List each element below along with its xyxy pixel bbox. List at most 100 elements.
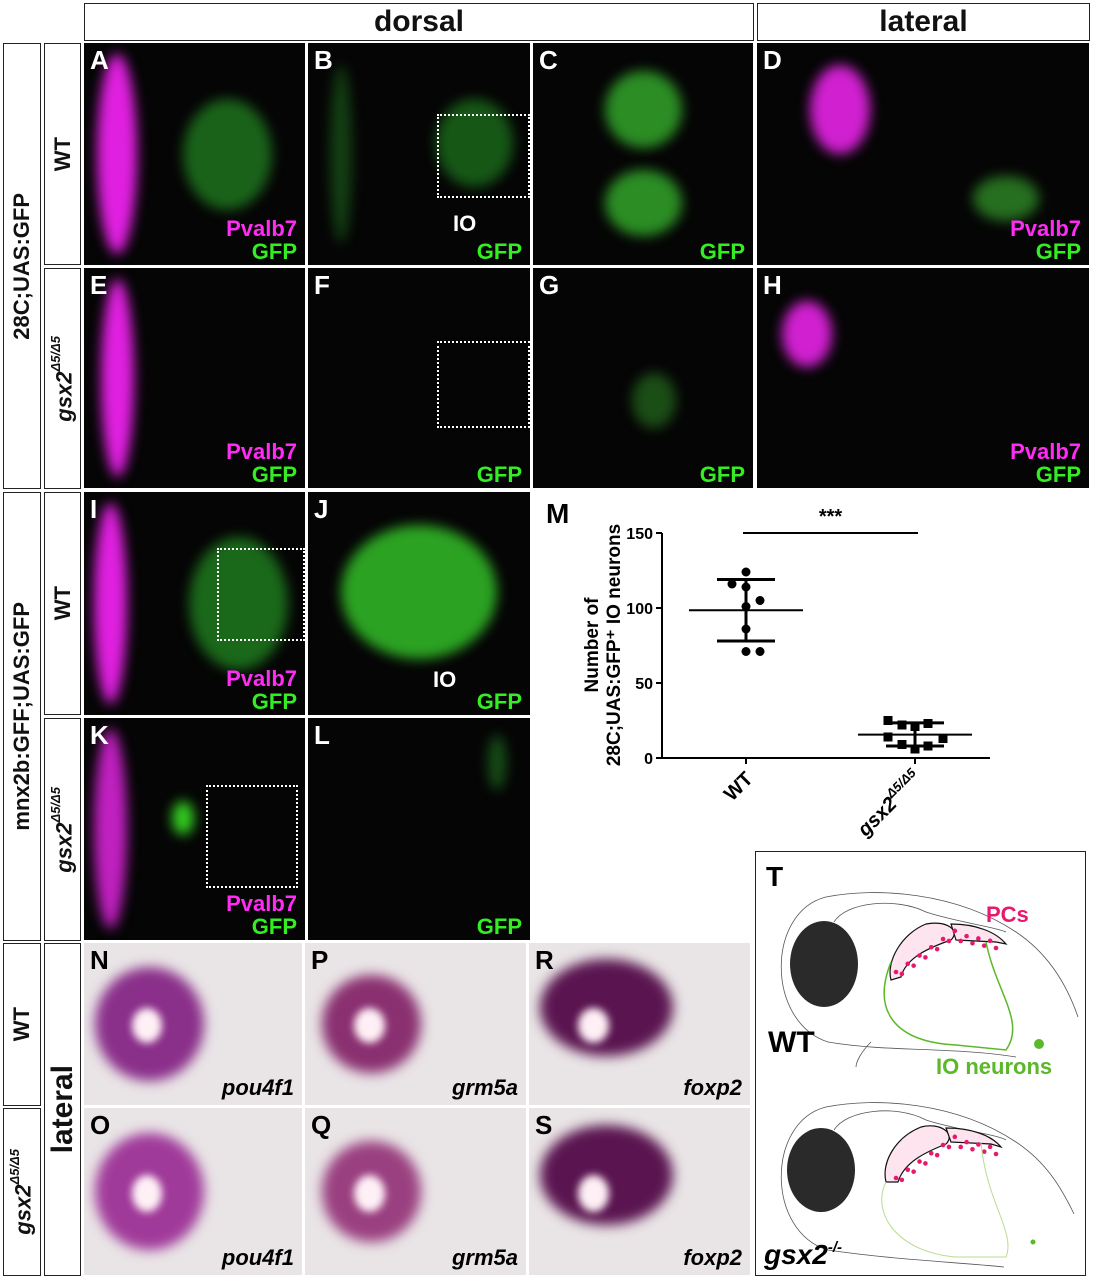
- pc-dot: [928, 1150, 934, 1156]
- gfp-label: GFP: [476, 914, 522, 939]
- data-point: [741, 567, 751, 577]
- gene-label: pou4f1: [221, 1245, 294, 1270]
- panel-g: G GFP: [533, 268, 753, 488]
- gfp-label: GFP: [251, 689, 297, 714]
- row-label-wt-2: WT: [44, 492, 81, 715]
- channel-labels: GFP: [477, 240, 522, 263]
- pc-dot: [946, 938, 952, 944]
- label-pcs: PCs: [986, 902, 1029, 927]
- gene-label: foxp2: [683, 1245, 742, 1270]
- panel-f: F GFP: [308, 268, 530, 488]
- panel-letter: D: [763, 45, 782, 75]
- mutant-text: gsx2Δ5/Δ5: [47, 335, 77, 422]
- gfp-label: GFP: [476, 239, 522, 264]
- mutant-text: gsx2Δ5/Δ5: [7, 1149, 36, 1235]
- panel-letter: C: [539, 45, 558, 75]
- pc-dot: [905, 1167, 911, 1173]
- pvalb7-label: Pvalb7: [226, 216, 297, 241]
- eye: [131, 1174, 163, 1212]
- pc-dot: [923, 1161, 928, 1166]
- data-point: [883, 716, 893, 725]
- panel-h: H Pvalb7 GFP: [757, 268, 1089, 488]
- fluorescent-signal: [632, 372, 676, 428]
- y-axis-label: Number of28C;UAS:GFP⁺ IO neurons: [582, 524, 625, 766]
- channel-labels: Pvalb7 GFP: [226, 667, 297, 713]
- channel-labels: GFP: [477, 690, 522, 713]
- data-point: [741, 602, 751, 611]
- eye: [131, 1007, 163, 1044]
- fluorescent-signal: [330, 65, 353, 243]
- cerebellum-mut: [884, 1125, 950, 1183]
- lateral-text: lateral: [45, 1065, 79, 1154]
- significance-stars: ***: [819, 506, 843, 528]
- pc-dot: [981, 1149, 987, 1154]
- embryo-stain: [540, 1124, 673, 1225]
- pc-dot: [958, 1144, 964, 1150]
- panel-letter: R: [535, 945, 554, 975]
- pc-dot: [993, 945, 999, 951]
- header-lateral-text: lateral: [879, 5, 968, 38]
- channel-labels: Pvalb7 GFP: [1010, 440, 1081, 486]
- data-point: [910, 722, 920, 731]
- pvalb7-label: Pvalb7: [226, 891, 297, 916]
- pc-dot: [964, 1139, 969, 1145]
- io-label: IO: [433, 667, 457, 692]
- pc-dot: [923, 955, 928, 960]
- head-outline-mut: [780, 1102, 1075, 1251]
- pc-dot: [893, 1175, 899, 1181]
- data-point: [755, 647, 765, 656]
- pc-dot: [911, 1169, 916, 1174]
- pc-dot: [952, 1134, 958, 1140]
- fluorescent-signal: [188, 536, 289, 671]
- data-point: [897, 720, 907, 730]
- pc-dot: [940, 936, 946, 942]
- panel-e: E Pvalb7 GFP: [84, 268, 305, 488]
- schematic-drawing: T PCs WT IO neurons gsx2-/-: [763, 861, 1079, 1270]
- panel-d: D Pvalb7 GFP: [757, 43, 1089, 265]
- eye-wt: [790, 921, 858, 1007]
- fluorescent-signal: [435, 98, 514, 188]
- pc-dot: [934, 946, 940, 952]
- row-label-mnx2b: mnx2b:GFF;UAS:GFP: [3, 492, 41, 941]
- wt-text: WT: [49, 586, 75, 621]
- label-wt: WT: [768, 1026, 815, 1059]
- data-point: [910, 744, 920, 754]
- data-point: [755, 596, 765, 605]
- channel-labels: Pvalb7 GFP: [226, 440, 297, 486]
- eye-mut: [787, 1128, 855, 1212]
- row-label-wt-3: WT: [3, 943, 41, 1106]
- wt-text: WT: [9, 1007, 34, 1042]
- channel-labels: Pvalb7 GFP: [1010, 217, 1081, 263]
- eye: [577, 1007, 609, 1044]
- fluorescent-signal: [172, 801, 195, 835]
- panel-letter: O: [90, 1110, 111, 1140]
- head-outline-wt: [780, 892, 1079, 1043]
- row-label-lateral: lateral: [44, 943, 81, 1276]
- panel-letter: F: [314, 270, 330, 300]
- gene-label: grm5a: [451, 1075, 518, 1100]
- pc-dot: [946, 1144, 952, 1150]
- y-tick-label: 50: [635, 676, 653, 693]
- panel-c: C GFP: [533, 43, 753, 265]
- eye: [353, 1174, 385, 1212]
- panel-letter: Q: [311, 1110, 332, 1140]
- header-dorsal: dorsal: [84, 3, 754, 41]
- panel-l: L GFP: [308, 718, 530, 940]
- pc-dot: [976, 936, 981, 941]
- panel-letter-m: M: [546, 498, 570, 529]
- data-point: [741, 582, 751, 592]
- panel-letter: B: [314, 45, 333, 75]
- gfp-label: GFP: [251, 462, 297, 487]
- schematic-t: T PCs WT IO neurons gsx2-/-: [755, 851, 1086, 1276]
- gfp-label: GFP: [251, 914, 297, 939]
- pc-dot: [993, 1151, 999, 1157]
- data-point: [923, 741, 933, 751]
- fluorescent-signal: [810, 65, 870, 154]
- x-tick-label-wt: WT: [720, 768, 758, 806]
- fluorescent-signal: [972, 176, 1040, 221]
- gfp-label: GFP: [1035, 462, 1081, 487]
- panel-b: B GFP IO: [308, 43, 530, 265]
- panel-letter: K: [90, 720, 109, 750]
